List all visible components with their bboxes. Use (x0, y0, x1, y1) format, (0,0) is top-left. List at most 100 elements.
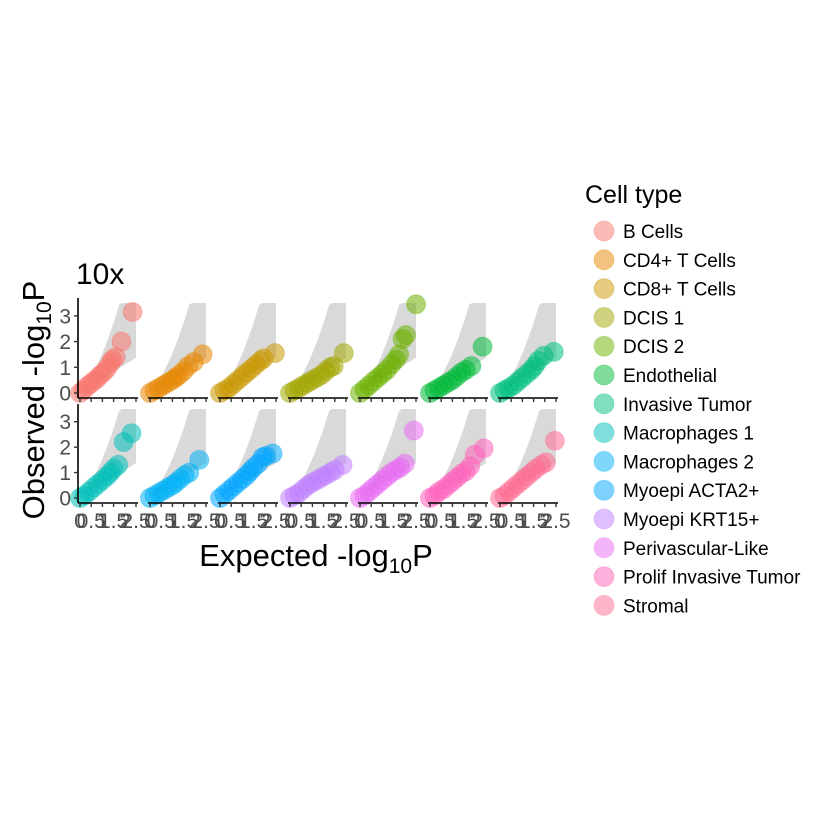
data-point (535, 452, 556, 473)
y-tick-label: 1 (59, 357, 71, 380)
data-point (108, 454, 129, 475)
facet-panel (210, 303, 285, 403)
x-tick-label: 2.5 (121, 510, 150, 533)
x-tick-label: 1.5 (519, 510, 548, 533)
legend-label: Myoepi ACTA2+ (623, 481, 759, 502)
x-tick-label: 2 (399, 510, 411, 533)
legend-swatch (593, 537, 615, 559)
y-tick-label: 1 (59, 462, 71, 485)
data-point (406, 294, 426, 315)
data-point (544, 430, 565, 451)
data-point (262, 443, 283, 464)
y-tick-label: 2 (59, 437, 71, 460)
x-tick-label: 0 (144, 510, 156, 533)
x-tick-label: 0 (74, 510, 86, 533)
legend-item: DCIS 2 (593, 335, 684, 358)
confidence-band (430, 409, 486, 498)
x-tick-label: 1 (167, 510, 179, 533)
y-tick-label: 3 (59, 411, 71, 434)
x-tick-label: 1.5 (379, 510, 408, 533)
legend-item: B Cells (593, 220, 683, 243)
plot-title: 10x (76, 258, 124, 291)
legend-label: Perivascular-Like (623, 539, 769, 560)
legend-item: Myoepi ACTA2+ (593, 479, 759, 502)
legend-item: CD8+ T Cells (593, 278, 736, 301)
data-point (394, 453, 415, 474)
x-tick-label: 2 (469, 510, 481, 533)
x-axis-title: Expected -log10P (199, 538, 433, 578)
legend-label: DCIS 2 (623, 337, 684, 358)
data-point (323, 356, 344, 376)
x-tick-label: 0.5 (217, 510, 246, 533)
x-tick-label: 2 (329, 510, 341, 533)
x-tick-label: 2.5 (541, 510, 570, 533)
legend-swatch (593, 249, 615, 271)
legend: Cell type B Cells CD4+ T Cells CD8+ T Cell… (585, 181, 801, 617)
facet-panels: 0123012300.511.522.500.511.522.500.511.5… (59, 294, 571, 533)
x-tick-label: 1 (307, 510, 319, 533)
confidence-band (500, 409, 556, 498)
legend-item: DCIS 1 (593, 306, 684, 329)
y-tick-label: 3 (59, 305, 71, 328)
x-tick-label: 0.5 (427, 510, 456, 533)
data-point (472, 336, 493, 357)
facet-panel: 00.511.522.5 (140, 409, 221, 533)
legend-item: Prolif Invasive Tumor (593, 566, 801, 589)
x-tick-label: 2.5 (191, 510, 220, 533)
legend-item: Endothelial (593, 364, 717, 387)
x-tick-label: 0.5 (497, 510, 526, 533)
data-point (332, 454, 353, 475)
x-tick-label: 2.5 (401, 510, 430, 533)
y-axis-title: Observed -log10P (16, 281, 56, 520)
x-tick-label: 1.5 (449, 510, 478, 533)
legend-swatch (593, 508, 615, 530)
facet-panel: 00.511.522.5 (280, 409, 361, 533)
confidence-band (290, 303, 346, 393)
data-point (192, 344, 213, 365)
legend-label: Prolif Invasive Tumor (623, 568, 801, 589)
legend-item: CD4+ T Cells (593, 249, 736, 272)
legend-label: CD4+ T Cells (623, 251, 736, 272)
x-tick-label: 2 (259, 510, 271, 533)
data-point (403, 420, 424, 441)
legend-swatch (593, 594, 615, 616)
legend-item: Invasive Tumor (593, 393, 752, 416)
facet-panel: 00.511.522.5 (490, 409, 571, 533)
data-point (543, 341, 564, 362)
facet-panel (140, 303, 213, 403)
data-point (395, 325, 416, 346)
legend-item: Myoepi KRT15+ (593, 508, 759, 531)
legend-swatch (593, 306, 615, 328)
data-point (122, 302, 143, 322)
legend-item: Macrophages 1 (593, 422, 754, 445)
x-tick-label: 0.5 (147, 510, 176, 533)
legend-swatch (593, 566, 615, 588)
x-tick-label: 2 (189, 510, 201, 533)
legend-swatch (593, 220, 615, 242)
facet-panel (350, 294, 426, 403)
x-tick-label: 2 (539, 510, 551, 533)
x-tick-label: 1.5 (169, 510, 198, 533)
x-tick-label: 2.5 (471, 510, 500, 533)
legend-swatch (593, 364, 615, 386)
facet-panel (280, 303, 354, 403)
legend-swatch (593, 450, 615, 472)
confidence-band (430, 303, 486, 393)
legend-label: CD8+ T Cells (623, 280, 736, 301)
confidence-band (80, 409, 136, 498)
y-tick-label: 0 (59, 383, 71, 406)
facet-panel (420, 303, 493, 403)
confidence-band (500, 303, 556, 393)
legend-label: Invasive Tumor (623, 395, 752, 416)
confidence-band (80, 303, 136, 393)
y-tick-label: 0 (59, 488, 71, 511)
x-tick-label: 1.5 (239, 510, 268, 533)
facet-panel: 00.511.522.5 (350, 409, 431, 533)
confidence-band (150, 303, 206, 393)
confidence-band (290, 409, 346, 498)
legend-label: B Cells (623, 222, 683, 243)
x-tick-label: 0.5 (287, 510, 316, 533)
x-tick-label: 0.5 (77, 510, 106, 533)
facet-panel: 0 1 2 3 (59, 298, 143, 406)
